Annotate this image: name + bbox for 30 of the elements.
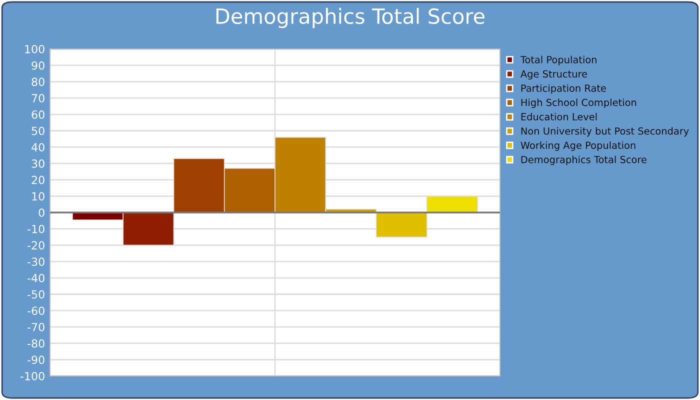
y-tick-label: -40 [28, 274, 44, 282]
y-tick-label: 90 [32, 61, 44, 70]
legend-label: Non University but Post Secondary [521, 127, 689, 137]
y-tick-label: 0 [38, 208, 44, 217]
y-tick-label: -50 [28, 290, 44, 299]
legend-label: Working Age Population [520, 141, 636, 151]
y-tick-label: 30 [32, 159, 44, 168]
legend-label: High School Completion [521, 98, 636, 108]
y-tick-label: 70 [32, 94, 44, 102]
y-tick-label: 20 [32, 176, 44, 184]
legend-label: Education Level [521, 112, 597, 120]
y-tick-label: 60 [32, 110, 44, 119]
y-tick-label: -60 [28, 306, 44, 315]
legend-label: Total Population [520, 56, 596, 66]
y-tick-label: -70 [28, 322, 44, 332]
y-tick-label: -90 [28, 356, 44, 364]
chart-title: Demographics Total Score [216, 8, 484, 28]
y-tick-label: -80 [28, 339, 44, 348]
y-tick-label: 50 [32, 126, 44, 136]
legend-label: Participation Rate [521, 84, 606, 94]
legend-label: Demographics Total Score [521, 156, 646, 166]
y-tick-label: 10 [32, 192, 44, 201]
legend-label: Age Structure [520, 70, 588, 80]
y-tick-label: 40 [32, 143, 44, 152]
y-tick-label: -10 [28, 224, 44, 234]
y-tick-label: -30 [28, 258, 44, 266]
y-tick-label: -100 [20, 372, 44, 380]
y-tick-label: 80 [32, 78, 44, 86]
y-tick-label: -20 [28, 241, 44, 250]
y-tick-label: 100 [25, 44, 44, 54]
